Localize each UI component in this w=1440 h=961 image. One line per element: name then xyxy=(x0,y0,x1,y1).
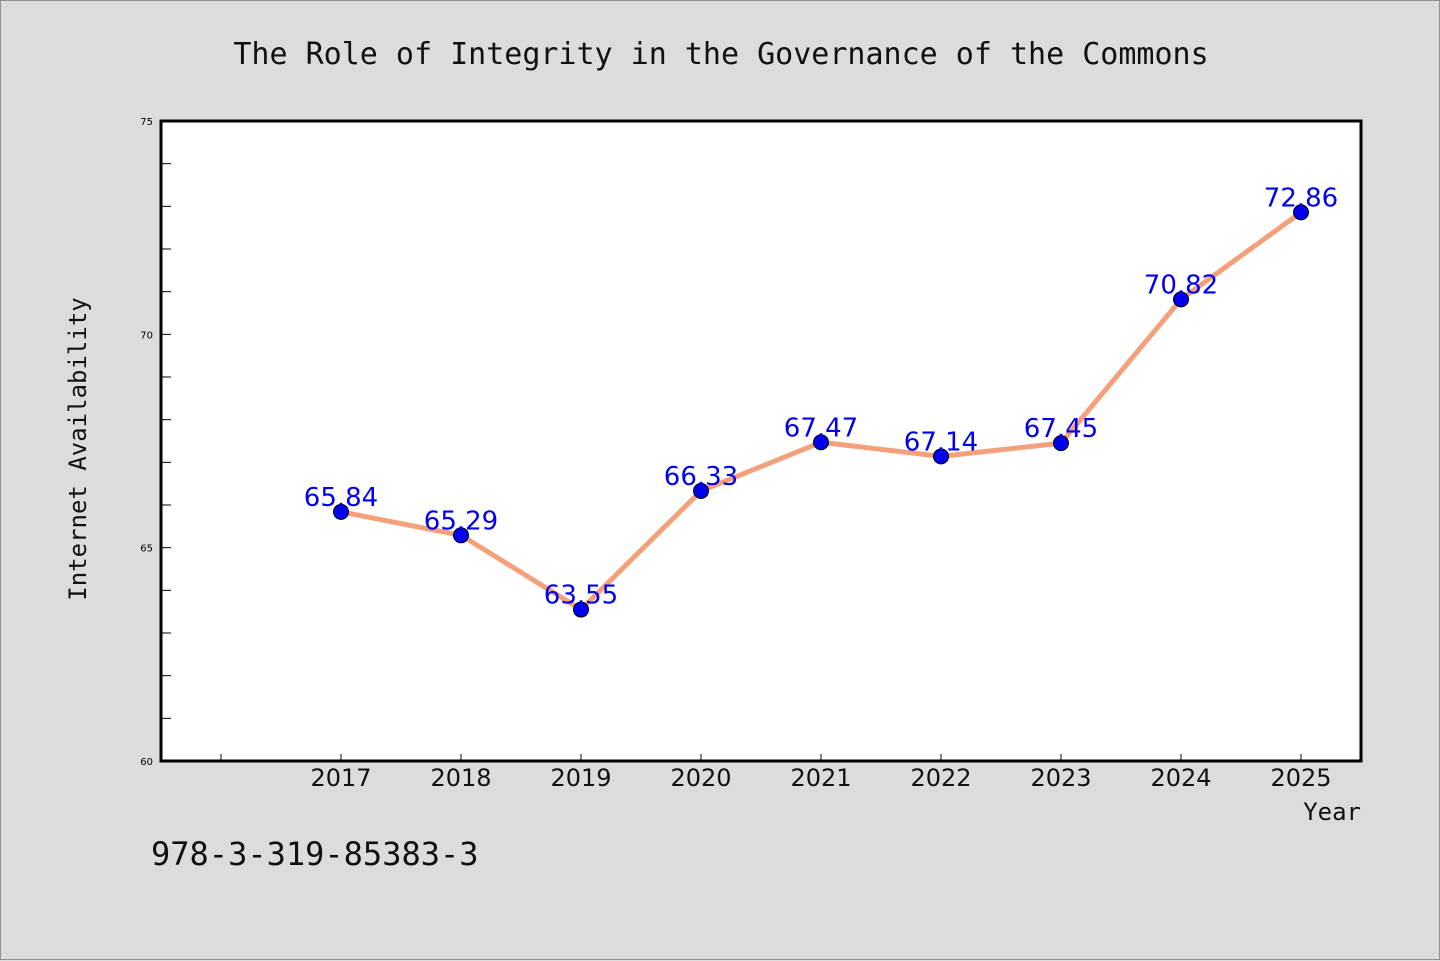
y-axis-ticks: 60 65 70 75 xyxy=(140,117,171,768)
x-tick-label: 2020 xyxy=(670,764,731,792)
data-label: 67.14 xyxy=(904,427,978,457)
x-tick-label: 2018 xyxy=(430,764,491,792)
y-tick-label: 70 xyxy=(140,330,153,341)
data-label: 70.82 xyxy=(1144,270,1218,300)
data-point xyxy=(453,527,469,544)
data-label: 66.33 xyxy=(664,462,738,492)
data-point xyxy=(1053,435,1069,452)
data-point xyxy=(693,482,709,499)
x-tick-label: 2021 xyxy=(790,764,851,792)
x-tick-label: 2022 xyxy=(910,764,971,792)
isbn-text: 978-3-319-85383-3 xyxy=(151,835,479,873)
data-label: 65.29 xyxy=(424,506,498,536)
x-axis-ticks: 2017 2018 2019 2020 2021 2022 2023 2024 2025 xyxy=(220,754,1332,792)
data-label: 63.55 xyxy=(544,581,618,611)
data-label: 65.84 xyxy=(304,483,378,513)
data-point xyxy=(573,601,589,618)
data-label: 67.47 xyxy=(784,413,858,443)
x-tick-label: 2019 xyxy=(550,764,611,792)
data-point xyxy=(933,448,949,465)
x-tick-label: 2024 xyxy=(1150,764,1211,792)
data-point xyxy=(1293,204,1309,221)
y-axis-label: Internet Availability xyxy=(64,297,92,600)
chart-title: The Role of Integrity in the Governance … xyxy=(233,37,1208,72)
data-point xyxy=(1173,291,1189,308)
data-point xyxy=(333,503,349,520)
series-layer: 65.84 65.29 63.55 66.33 67.47 67.14 67.45 70.82… xyxy=(304,183,1338,618)
data-point xyxy=(813,434,829,451)
x-axis-label: Year xyxy=(1303,798,1361,826)
data-label: 67.45 xyxy=(1024,414,1098,444)
y-tick-label: 65 xyxy=(140,544,153,555)
y-tick-label: 75 xyxy=(140,117,153,128)
plot-area xyxy=(159,119,1363,763)
x-tick-label: 2017 xyxy=(310,764,371,792)
x-tick-label: 2025 xyxy=(1270,764,1331,792)
data-label: 72.86 xyxy=(1264,183,1338,213)
x-tick-label: 2023 xyxy=(1030,764,1091,792)
y-tick-label: 60 xyxy=(140,757,153,768)
